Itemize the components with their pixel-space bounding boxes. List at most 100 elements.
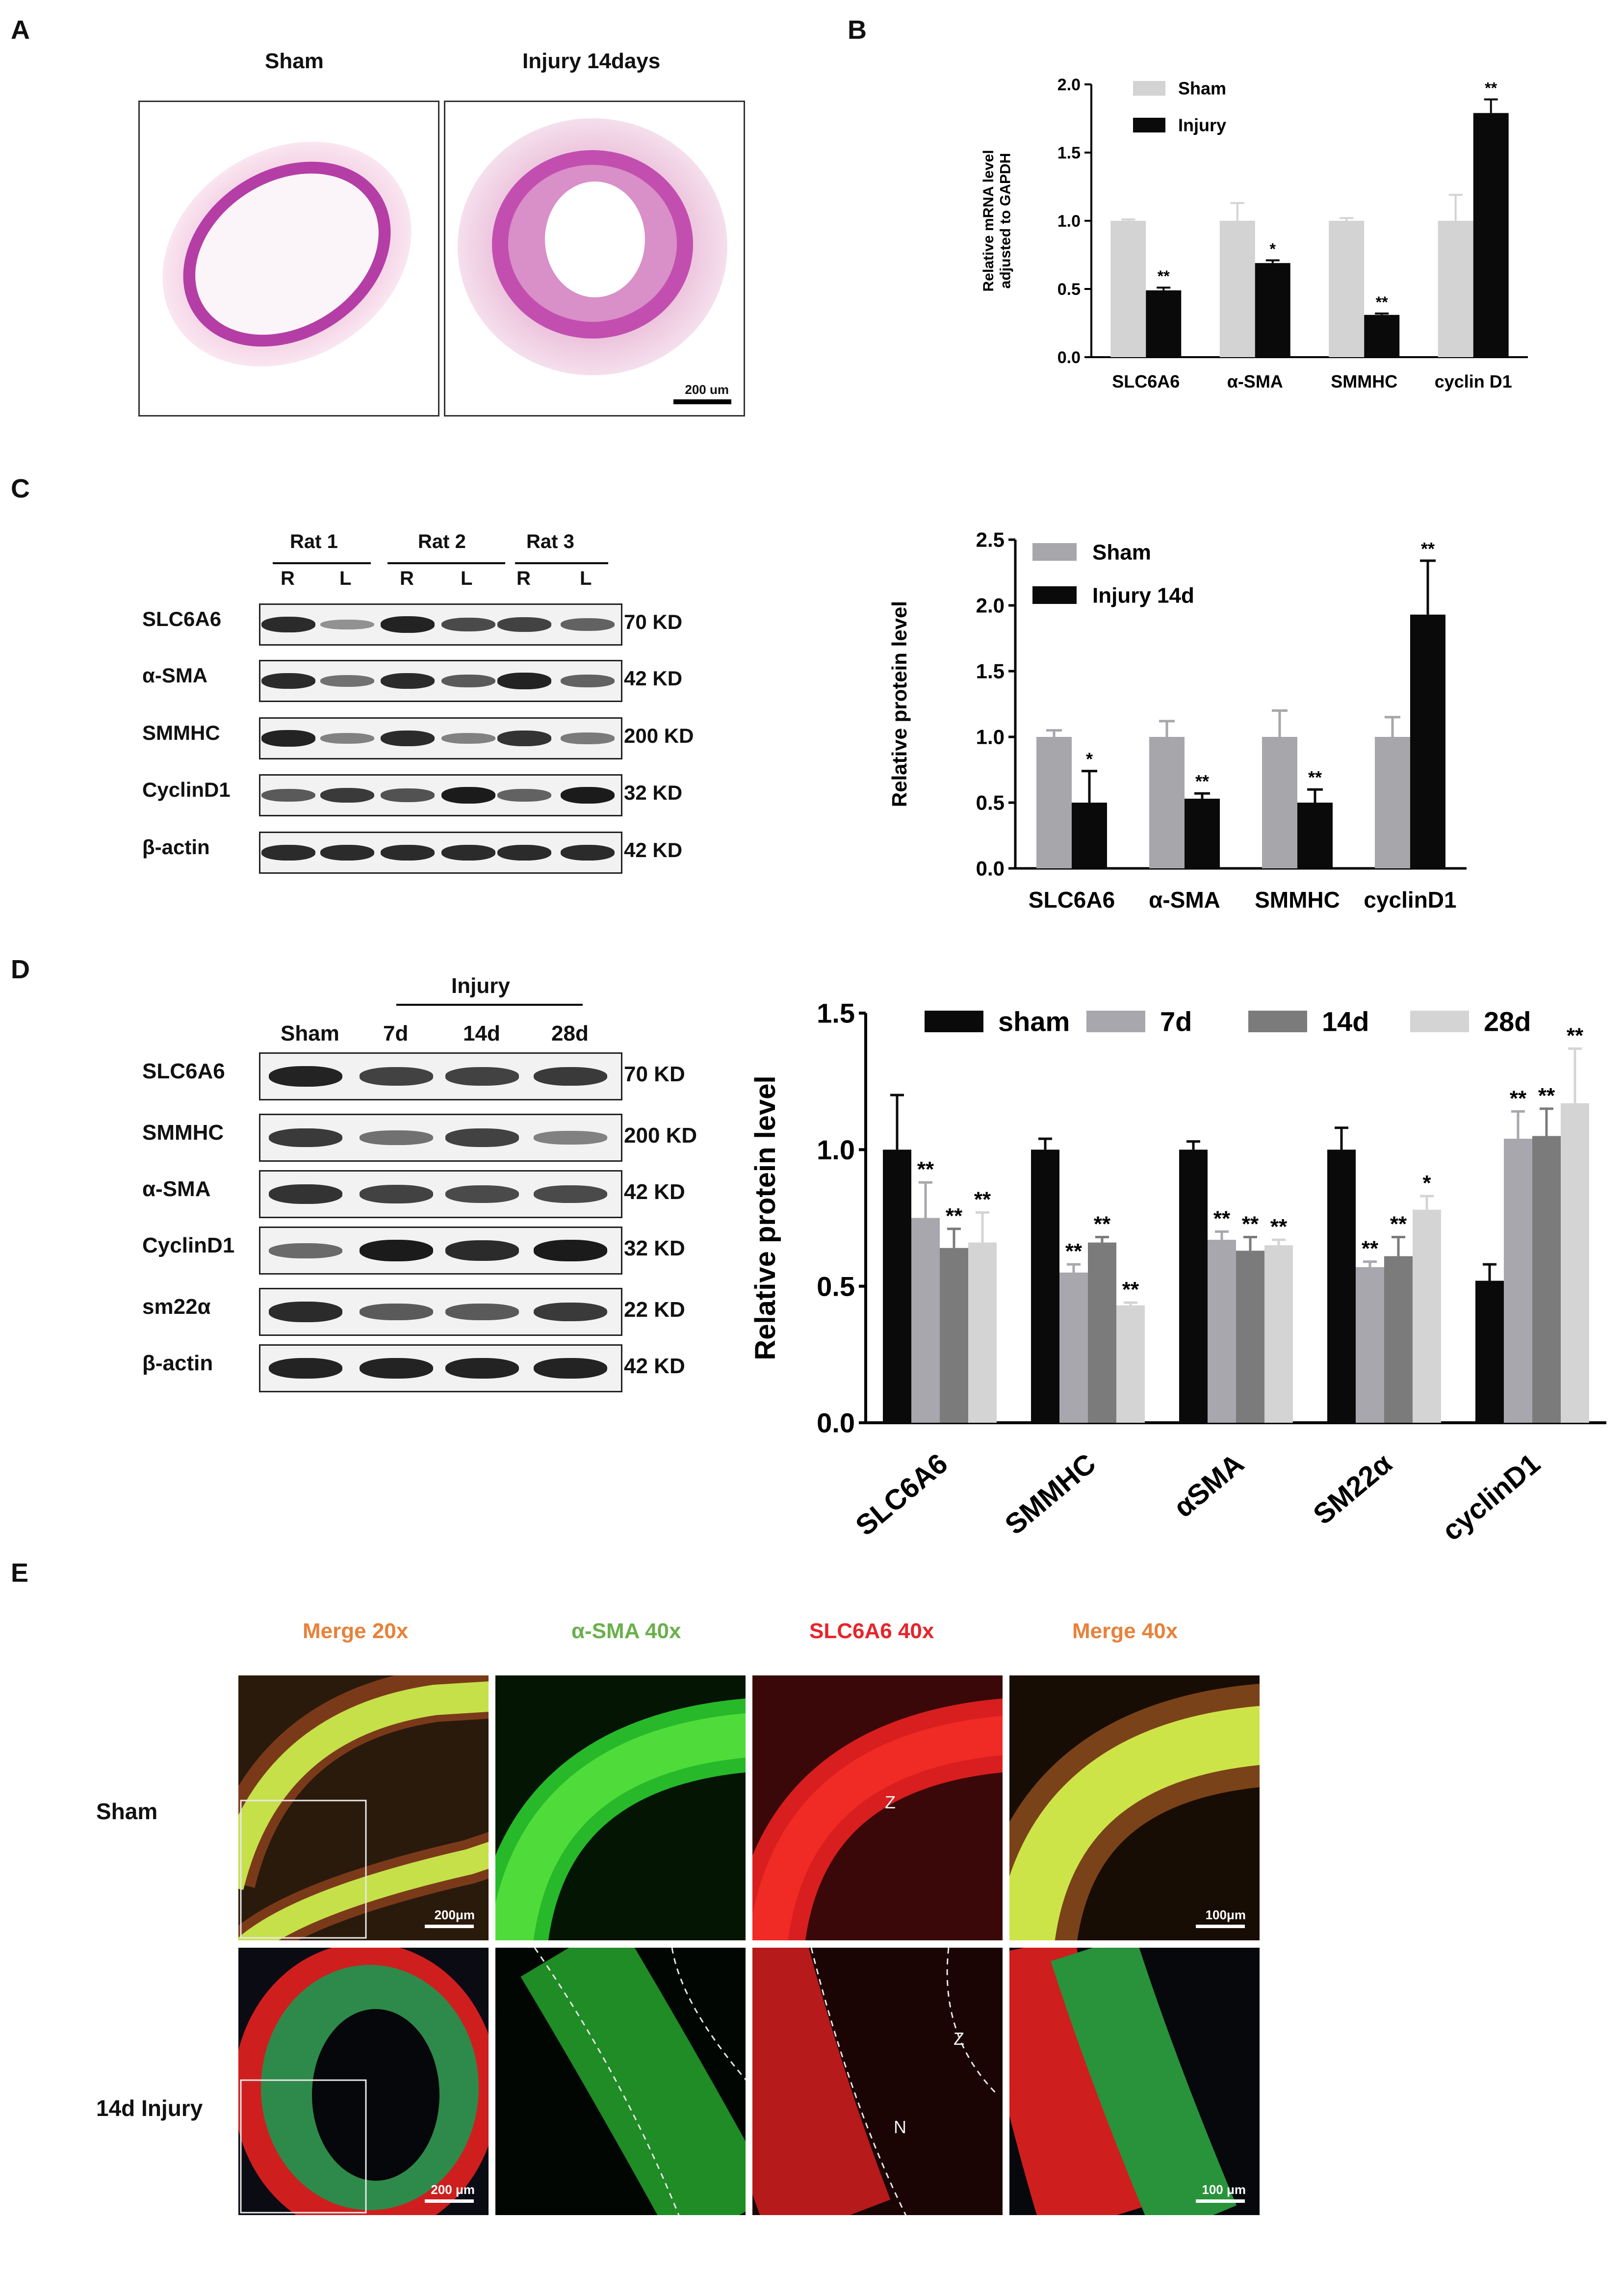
bar-7d — [1356, 1267, 1384, 1423]
legend-swatch — [1133, 118, 1165, 132]
if-row-label-injury: 14d Injury — [96, 2095, 203, 2121]
blot-d-band — [534, 1131, 607, 1145]
bar-sham — [883, 1149, 911, 1423]
blot-c-band — [320, 675, 374, 687]
bar-sham — [1179, 1149, 1208, 1423]
legend-label: Sham — [1092, 540, 1151, 564]
y-tick-label: 1.0 — [1057, 212, 1081, 231]
x-category-label: cyclinD1 — [1436, 1447, 1547, 1547]
bar-28d — [968, 1242, 997, 1423]
panel-letter-a: A — [11, 15, 30, 45]
blot-c-band — [561, 675, 615, 687]
blot-c-line-2 — [387, 562, 505, 564]
bar-sham — [1329, 221, 1365, 357]
blot-c-band — [261, 616, 315, 633]
blot-d-injury-line — [396, 1004, 583, 1006]
blot-d-protein-label: SLC6A6 — [142, 1059, 225, 1083]
blot-c-lane-label: L — [580, 568, 592, 589]
blot-d-protein-label: sm22α — [142, 1295, 211, 1319]
blot-d-size-label: 22 KD — [624, 1298, 685, 1322]
he-title-injury: Injury 14days — [522, 49, 661, 73]
if-row-label-sham: Sham — [96, 1799, 158, 1824]
y-tick-label: 2.0 — [976, 594, 1005, 617]
y-tick-label: 1.5 — [817, 998, 855, 1029]
significance-label: ** — [1421, 539, 1435, 559]
blot-d-size-label: 70 KD — [624, 1062, 685, 1086]
blot-c-rat-1: Rat 1 — [290, 531, 338, 552]
blot-c-rat-3: Rat 3 — [526, 531, 574, 552]
bar-sham — [1219, 221, 1255, 357]
blot-c-band — [497, 789, 551, 802]
blot-d-band — [269, 1358, 342, 1379]
if-sham-asma-40x — [495, 1675, 746, 1940]
y-tick-label: 1.0 — [817, 1134, 855, 1165]
blot-c-band — [381, 616, 435, 633]
blot-c-band — [561, 618, 615, 631]
bar-7d — [1208, 1240, 1236, 1423]
blot-c-protein-label: CyclinD1 — [142, 778, 231, 801]
blot-d-band — [445, 1358, 519, 1379]
bar-sham — [1036, 737, 1072, 868]
blot-c-strip — [259, 717, 622, 759]
if-sham-merge-20x: 200μm — [238, 1675, 489, 1940]
legend-label: Injury — [1178, 115, 1226, 135]
significance-label: * — [1422, 1171, 1431, 1195]
panel-letter-c: C — [11, 474, 30, 503]
blot-c-lane-label: L — [339, 568, 352, 589]
blot-c-strip — [259, 660, 622, 702]
significance-label: ** — [1094, 1212, 1111, 1236]
panel-letter-b: B — [848, 15, 867, 45]
blot-c-band — [561, 787, 615, 804]
x-category-label: SMMHC — [1255, 887, 1340, 913]
if-injury-slc6a6-40x: Z N — [752, 1948, 1003, 2215]
blot-d-band — [269, 1184, 342, 1204]
bar-sham — [1327, 1149, 1356, 1423]
blot-c-size-label: 200 KD — [624, 724, 694, 747]
x-category-label: α-SMA — [1227, 371, 1283, 392]
blot-c-protein-label: α-SMA — [142, 664, 208, 687]
blot-c-size-label: 32 KD — [624, 781, 683, 804]
if-scalebar-2 — [1196, 1925, 1245, 1928]
if-sham-slc6a6-40x: Z — [752, 1675, 1003, 1940]
if-title-asma-40x: α-SMA 40x — [571, 1619, 681, 1643]
blot-c-band — [261, 788, 315, 802]
if-title-slc6a6-40x: SLC6A6 40x — [809, 1619, 934, 1643]
bar-injury-14d — [1072, 803, 1107, 868]
blot-c-band — [441, 732, 495, 744]
x-category-label: α-SMA — [1149, 887, 1220, 913]
legend-label: Injury 14d — [1092, 583, 1194, 607]
blot-d-protein-label: α-SMA — [142, 1177, 211, 1201]
blot-d-band — [445, 1185, 519, 1203]
x-category-label: αSMA — [1168, 1447, 1250, 1524]
blot-c-protein-label: SLC6A6 — [142, 607, 222, 630]
blot-c-lane-label: R — [516, 568, 531, 589]
bar-sham — [1375, 737, 1410, 868]
significance-label: ** — [1567, 1023, 1584, 1047]
significance-label: ** — [1195, 771, 1209, 791]
bar-injury — [1364, 314, 1400, 357]
blot-d-band — [269, 1066, 342, 1087]
x-category-label: cyclin D1 — [1435, 371, 1512, 392]
he-scale-label: 200 um — [685, 382, 729, 397]
blot-d-lane-label: 14d — [463, 1021, 500, 1045]
if-scalebar-3 — [425, 2199, 474, 2203]
x-category-label: cyclinD1 — [1364, 887, 1456, 913]
significance-label: ** — [1213, 1206, 1231, 1230]
legend-label: Sham — [1178, 78, 1226, 99]
blot-d-band — [360, 1067, 433, 1086]
significance-label: ** — [1122, 1278, 1139, 1302]
blot-c-band — [497, 673, 551, 689]
blot-d-strip — [259, 1288, 622, 1336]
x-category-label: SMMHC — [1331, 371, 1397, 392]
y-tick-label: 2.5 — [976, 528, 1005, 551]
blot-c-band — [381, 730, 435, 747]
significance-label: ** — [1362, 1237, 1379, 1261]
blot-c-lane-label: L — [461, 568, 473, 589]
y-tick-label: 0.5 — [817, 1271, 855, 1302]
blot-d-size-label: 200 KD — [624, 1123, 697, 1148]
blot-c-protein-label: SMMHC — [142, 721, 220, 744]
blot-c-band — [441, 617, 495, 632]
blot-c-strip — [259, 832, 622, 874]
significance-label: * — [1270, 240, 1276, 258]
